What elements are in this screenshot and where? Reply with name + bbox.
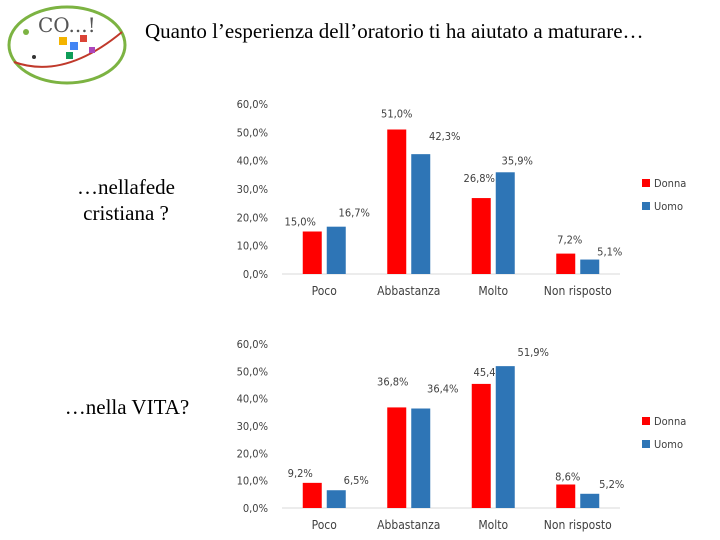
- bar-donna: [471, 198, 491, 274]
- y-tick-label: 20,0%: [237, 211, 268, 224]
- y-tick-label: 30,0%: [237, 183, 268, 196]
- legend-label: Donna: [654, 415, 686, 428]
- data-label: 51,0%: [381, 108, 412, 121]
- bar-uomo: [580, 493, 600, 508]
- data-label: 15,0%: [285, 216, 316, 229]
- legend-label: Donna: [654, 177, 686, 190]
- data-label: 26,8%: [464, 172, 495, 185]
- data-label: 5,2%: [599, 478, 624, 491]
- data-label: 7,2%: [557, 234, 582, 247]
- x-tick-label: Poco: [312, 284, 338, 298]
- oratorio-logo: CO...!: [7, 5, 127, 85]
- y-tick-label: 40,0%: [237, 393, 268, 406]
- data-label: 8,6%: [555, 470, 580, 483]
- chart-vita: 0,0% 10,0% 20,0% 30,0% 40,0% 50,0% 60,0% 9,2% 6,…: [237, 338, 687, 532]
- y-tick-label: 50,0%: [237, 126, 268, 139]
- data-label: 16,7%: [339, 207, 370, 220]
- x-tick-label: Poco: [312, 518, 338, 532]
- data-label: 36,8%: [377, 375, 408, 388]
- bar-donna: [471, 383, 491, 508]
- bar-uomo: [411, 408, 431, 508]
- data-label: 5,1%: [597, 246, 622, 259]
- x-tick-label: Abbastanza: [377, 518, 440, 532]
- data-label: 36,4%: [427, 383, 458, 396]
- chart-1-label: …nellafede cristiana ?: [77, 175, 175, 225]
- slide-title: Quanto l’esperienza dell’oratorio ti ha …: [145, 19, 644, 43]
- bar-uomo: [326, 490, 346, 508]
- y-tick-label: 0,0%: [243, 268, 268, 281]
- bar-donna: [556, 484, 576, 508]
- legend-swatch-donna: [642, 417, 650, 425]
- legend-swatch-donna: [642, 179, 650, 187]
- legend-swatch-uomo: [642, 202, 650, 210]
- chart-2-label: …nella VITA?: [64, 395, 190, 419]
- bar-donna: [302, 482, 322, 508]
- bar-uomo: [326, 226, 346, 274]
- data-label: 6,5%: [344, 474, 369, 487]
- x-tick-label: Molto: [478, 284, 508, 298]
- chart-fede: 0,0% 10,0% 20,0% 30,0% 40,0% 50,0% 60,0% 15,0% 1…: [237, 98, 687, 298]
- bar-donna: [302, 231, 322, 274]
- legend-label: Uomo: [654, 438, 683, 451]
- data-label: 9,2%: [288, 467, 313, 480]
- y-tick-label: 60,0%: [237, 338, 268, 351]
- bar-uomo: [411, 154, 431, 274]
- bar-uomo: [495, 172, 515, 274]
- y-tick-label: 60,0%: [237, 98, 268, 111]
- legend-swatch-uomo: [642, 440, 650, 448]
- data-label: 51,9%: [518, 346, 549, 359]
- x-tick-label: Non risposto: [544, 518, 612, 532]
- x-tick-label: Molto: [478, 518, 508, 532]
- logo-text: CO...!: [38, 13, 96, 37]
- y-tick-label: 0,0%: [243, 502, 268, 515]
- data-label: 35,9%: [502, 154, 533, 167]
- y-tick-label: 40,0%: [237, 155, 268, 168]
- y-tick-label: 50,0%: [237, 365, 268, 378]
- x-tick-label: Abbastanza: [377, 284, 440, 298]
- bar-uomo: [495, 366, 515, 508]
- bar-uomo: [580, 259, 600, 274]
- bar-donna: [387, 129, 407, 274]
- x-tick-label: Non risposto: [544, 284, 612, 298]
- data-label: 42,3%: [429, 130, 460, 143]
- y-tick-label: 10,0%: [237, 240, 268, 253]
- bar-donna: [387, 407, 407, 508]
- y-tick-label: 20,0%: [237, 447, 268, 460]
- y-tick-label: 30,0%: [237, 420, 268, 433]
- y-tick-label: 10,0%: [237, 475, 268, 488]
- bar-donna: [556, 253, 576, 274]
- legend-label: Uomo: [654, 200, 683, 213]
